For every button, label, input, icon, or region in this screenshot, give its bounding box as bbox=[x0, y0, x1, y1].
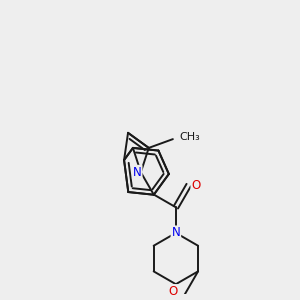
Text: CH₃: CH₃ bbox=[179, 132, 200, 142]
Text: N: N bbox=[133, 166, 142, 179]
Text: O: O bbox=[191, 178, 201, 192]
Text: O: O bbox=[168, 285, 177, 298]
Text: N: N bbox=[172, 226, 180, 239]
